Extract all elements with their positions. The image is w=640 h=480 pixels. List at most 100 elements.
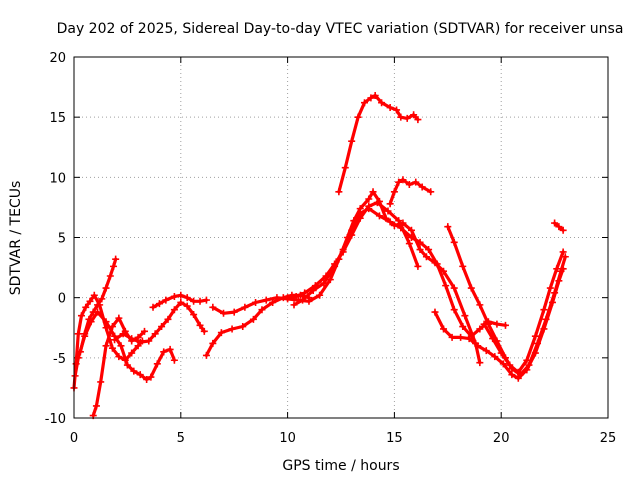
- data-point: [320, 279, 328, 287]
- data-point: [508, 371, 516, 379]
- series-track-2: [71, 308, 178, 383]
- data-point: [108, 344, 116, 352]
- data-point: [557, 267, 565, 275]
- data-point: [480, 320, 488, 328]
- data-point: [386, 200, 394, 208]
- data-point: [284, 294, 292, 302]
- y-tick-label: 0: [58, 292, 66, 307]
- data-point: [555, 223, 563, 231]
- data-point: [348, 137, 356, 145]
- data-point: [316, 291, 324, 299]
- series-track-3: [89, 314, 148, 420]
- data-point: [493, 320, 501, 328]
- data-point: [467, 284, 475, 292]
- data-point: [123, 361, 131, 369]
- data-point: [476, 325, 484, 333]
- data-point: [170, 306, 178, 314]
- data-point: [106, 272, 114, 280]
- data-point: [416, 238, 424, 246]
- data-point: [183, 294, 191, 302]
- data-point: [405, 240, 413, 248]
- data-point: [290, 301, 298, 309]
- x-tick-label: 15: [386, 431, 403, 446]
- data-point: [102, 284, 110, 292]
- series-track-5: [111, 298, 208, 346]
- data-point: [241, 303, 249, 311]
- data-point: [239, 323, 247, 331]
- data-point: [89, 308, 97, 316]
- data-point: [177, 298, 185, 306]
- data-point: [108, 323, 116, 331]
- data-point: [93, 301, 101, 309]
- data-point: [155, 300, 163, 308]
- data-point: [476, 359, 484, 367]
- series-track-6: [149, 291, 210, 311]
- data-point: [407, 234, 415, 241]
- data-point: [228, 325, 236, 333]
- x-tick-label: 25: [600, 431, 617, 446]
- data-point: [305, 297, 313, 305]
- data-point: [497, 349, 505, 357]
- data-point: [410, 111, 418, 119]
- y-tick-label: 10: [49, 171, 66, 186]
- data-point: [292, 292, 300, 300]
- data-point: [162, 296, 170, 304]
- data-point: [390, 188, 398, 196]
- data-point: [491, 353, 499, 361]
- data-point: [461, 312, 469, 320]
- data-point: [489, 335, 497, 343]
- data-point: [273, 294, 281, 302]
- data-point: [367, 94, 375, 102]
- chart-title: Day 202 of 2025, Sidereal Day-to-day VTE…: [57, 21, 624, 37]
- data-point: [262, 296, 270, 304]
- axis-ticks: 0 5 10 15 20 25 -10 -5 0 5 10 15 20: [45, 51, 617, 446]
- data-point: [252, 298, 260, 306]
- data-point: [196, 297, 204, 305]
- y-tick-label: -5: [53, 352, 66, 367]
- data-point: [341, 164, 349, 172]
- data-point: [465, 335, 473, 343]
- data-point: [85, 315, 93, 323]
- data-point: [151, 330, 159, 338]
- data-point: [102, 342, 110, 350]
- data-point: [384, 207, 392, 215]
- x-tick-label: 10: [279, 431, 296, 446]
- series-line: [292, 207, 508, 338]
- data-point: [450, 284, 458, 292]
- data-point: [230, 308, 238, 316]
- data-point: [457, 333, 465, 341]
- data-point: [82, 303, 90, 311]
- data-point: [164, 315, 172, 323]
- data-point: [559, 248, 567, 256]
- data-point: [365, 205, 373, 213]
- data-point: [128, 335, 136, 343]
- data-point: [371, 92, 379, 100]
- data-point: [499, 360, 507, 368]
- data-point: [76, 348, 84, 356]
- data-point: [299, 296, 307, 304]
- data-point: [514, 374, 522, 382]
- data-point: [397, 113, 405, 121]
- data-point: [170, 356, 178, 364]
- series-track-9: [284, 199, 422, 302]
- data-point: [149, 303, 157, 311]
- data-point: [348, 226, 356, 234]
- data-point: [459, 262, 467, 270]
- data-point: [200, 327, 208, 335]
- data-point: [551, 289, 559, 297]
- series-line: [482, 250, 565, 374]
- data-point: [115, 353, 123, 361]
- data-point: [202, 351, 210, 359]
- x-axis-title: GPS time / hours: [282, 458, 399, 474]
- data-point: [553, 265, 561, 273]
- data-point: [202, 296, 210, 304]
- data-point: [444, 223, 452, 231]
- data-point: [531, 332, 539, 340]
- data-point: [331, 262, 339, 270]
- series-track-16: [551, 219, 567, 234]
- data-point: [395, 217, 403, 225]
- data-point: [448, 333, 456, 341]
- data-point: [111, 336, 119, 344]
- data-point: [440, 325, 448, 333]
- data-point: [339, 246, 347, 254]
